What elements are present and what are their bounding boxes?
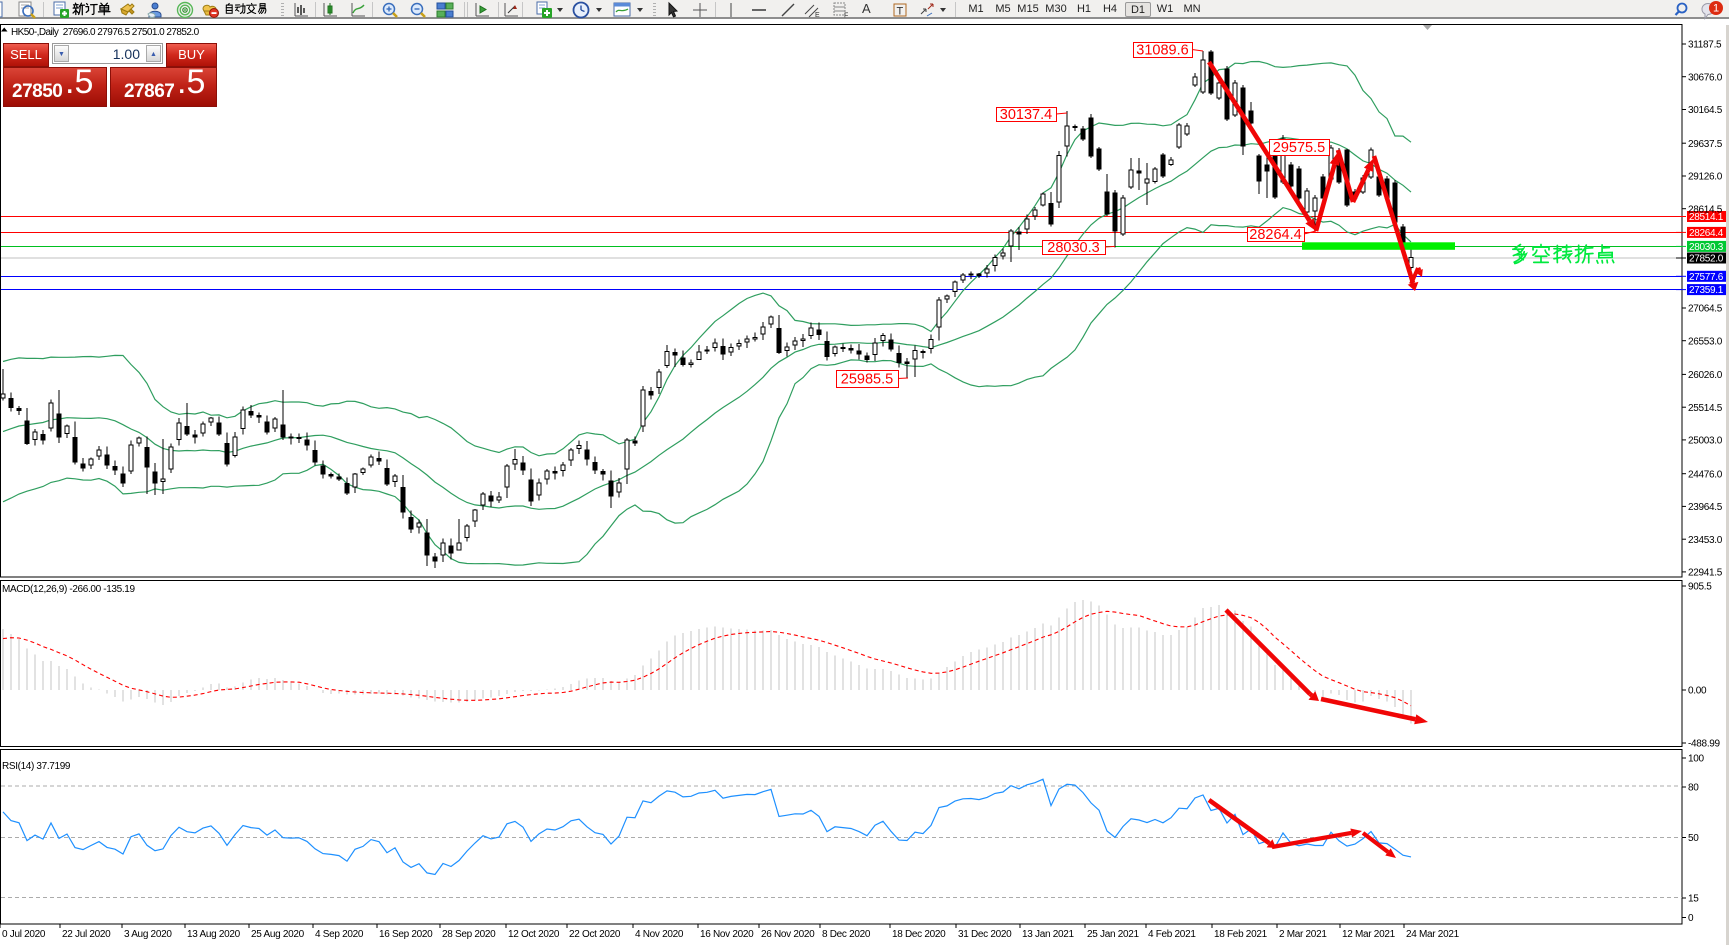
svg-text:0 Jul 2020: 0 Jul 2020: [2, 929, 46, 940]
svg-text:27064.5: 27064.5: [1688, 304, 1723, 315]
svg-text:4 Sep 2020: 4 Sep 2020: [315, 929, 364, 940]
svg-text:30137.4: 30137.4: [1000, 107, 1052, 123]
svg-text:4 Feb 2021: 4 Feb 2021: [1148, 929, 1196, 940]
svg-text:23964.5: 23964.5: [1688, 502, 1723, 513]
svg-text:26553.0: 26553.0: [1688, 336, 1723, 347]
svg-text:E: E: [815, 12, 820, 19]
svg-text:29126.0: 29126.0: [1688, 172, 1723, 183]
svg-text:18 Dec 2020: 18 Dec 2020: [892, 929, 946, 940]
svg-text:MACD(12,26,9) -266.00 -135.19: MACD(12,26,9) -266.00 -135.19: [2, 584, 135, 595]
svg-text:13 Jan 2021: 13 Jan 2021: [1022, 929, 1074, 940]
svg-text:T: T: [897, 6, 904, 18]
svg-text:-488.99: -488.99: [1688, 739, 1721, 750]
svg-text:25 Aug 2020: 25 Aug 2020: [251, 929, 305, 940]
svg-text:31187.5: 31187.5: [1688, 40, 1722, 51]
svg-text:26 Nov 2020: 26 Nov 2020: [761, 929, 815, 940]
svg-text:16 Nov 2020: 16 Nov 2020: [700, 929, 754, 940]
svg-text:27359.1: 27359.1: [1689, 285, 1724, 296]
svg-text:28030.3: 28030.3: [1689, 242, 1724, 253]
svg-text:22 Jul 2020: 22 Jul 2020: [62, 929, 111, 940]
svg-text:0: 0: [1688, 913, 1694, 924]
svg-text:25003.0: 25003.0: [1688, 436, 1723, 447]
svg-text:26026.0: 26026.0: [1688, 370, 1723, 381]
svg-text:31 Dec 2020: 31 Dec 2020: [958, 929, 1012, 940]
svg-text:0.00: 0.00: [1688, 686, 1707, 697]
svg-text:27852.0: 27852.0: [1689, 254, 1724, 265]
svg-text:3 Aug 2020: 3 Aug 2020: [124, 929, 172, 940]
svg-text:16 Sep 2020: 16 Sep 2020: [379, 929, 433, 940]
svg-text:F: F: [844, 13, 848, 20]
svg-text:RSI(14) 37.7199: RSI(14) 37.7199: [2, 761, 71, 772]
svg-text:80: 80: [1688, 783, 1699, 794]
svg-text:905.5: 905.5: [1688, 582, 1712, 593]
svg-text:100: 100: [1688, 754, 1705, 765]
svg-text:28514.1: 28514.1: [1689, 212, 1724, 223]
svg-text:29637.5: 29637.5: [1688, 139, 1723, 150]
svg-text:25514.5: 25514.5: [1688, 403, 1723, 414]
svg-text:8 Dec 2020: 8 Dec 2020: [822, 929, 871, 940]
svg-text:12 Oct 2020: 12 Oct 2020: [508, 929, 560, 940]
svg-text:27577.6: 27577.6: [1689, 272, 1724, 283]
svg-text:12 Mar 2021: 12 Mar 2021: [1342, 929, 1396, 940]
svg-text:22941.5: 22941.5: [1688, 568, 1723, 579]
svg-text:23453.0: 23453.0: [1688, 535, 1723, 546]
svg-text:28614.5: 28614.5: [1688, 204, 1723, 215]
svg-text:30164.5: 30164.5: [1688, 105, 1723, 116]
svg-text:22 Oct 2020: 22 Oct 2020: [569, 929, 621, 940]
svg-text:30676.0: 30676.0: [1688, 72, 1723, 83]
svg-text:28030.3: 28030.3: [1047, 240, 1099, 256]
svg-text:13 Aug 2020: 13 Aug 2020: [187, 929, 241, 940]
svg-text:HK50-,Daily 27696.0 27976.5 2: HK50-,Daily 27696.0 27976.5 27501.0 2785…: [11, 27, 200, 38]
svg-text:2 Mar 2021: 2 Mar 2021: [1279, 929, 1327, 940]
svg-text:29575.5: 29575.5: [1273, 140, 1325, 156]
svg-text:18 Feb 2021: 18 Feb 2021: [1214, 929, 1268, 940]
svg-text:24 Mar 2021: 24 Mar 2021: [1406, 929, 1460, 940]
svg-text:28264.4: 28264.4: [1689, 228, 1724, 239]
svg-text:1: 1: [1713, 3, 1719, 15]
svg-text:4 Nov 2020: 4 Nov 2020: [635, 929, 684, 940]
svg-text:28264.4: 28264.4: [1249, 227, 1301, 243]
svg-text:50: 50: [1688, 833, 1699, 844]
svg-text:25985.5: 25985.5: [841, 372, 893, 388]
svg-text:28 Sep 2020: 28 Sep 2020: [442, 929, 496, 940]
svg-text:24476.0: 24476.0: [1688, 469, 1723, 480]
svg-text:31089.6: 31089.6: [1136, 43, 1188, 59]
svg-text:15: 15: [1688, 894, 1699, 905]
svg-text:25 Jan 2021: 25 Jan 2021: [1087, 929, 1139, 940]
